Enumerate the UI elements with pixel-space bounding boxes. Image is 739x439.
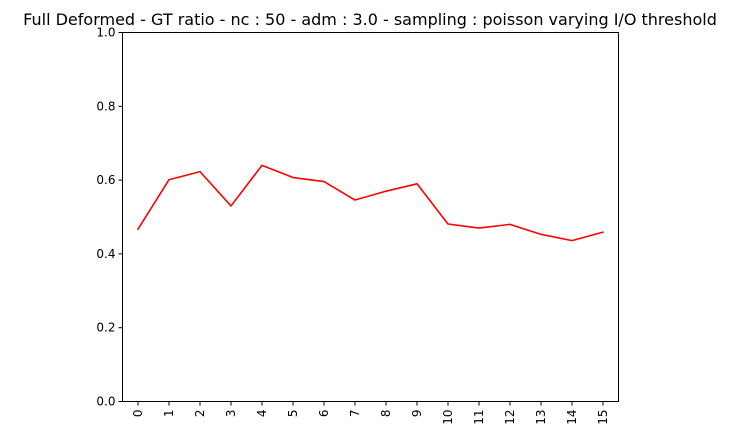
y-tick-label: 0.8	[96, 99, 115, 113]
x-tick-label: 15	[596, 410, 610, 425]
x-tick-label: 5	[286, 410, 300, 418]
x-tick-label: 7	[348, 410, 362, 418]
y-tick-label: 1.0	[96, 26, 115, 40]
x-tick-label: 9	[410, 410, 424, 418]
x-tick-label: 13	[534, 410, 548, 425]
chart-title: Full Deformed - GT ratio - nc : 50 - adm…	[23, 10, 717, 29]
series-layer	[137, 164, 604, 242]
y-tick-label: 0.6	[96, 173, 115, 187]
x-tick-label: 0	[131, 410, 145, 418]
x-tick-label: 8	[379, 410, 393, 418]
x-tick-label: 11	[472, 410, 486, 425]
x-axis: 0 1 2 3 4 5 6 7 8 9 10 11 12 13 14 15	[131, 401, 610, 425]
x-tick-label: 3	[224, 410, 238, 418]
x-tick-label: 12	[503, 410, 517, 425]
y-tick-label: 0.0	[96, 395, 115, 409]
x-tick-label: 10	[441, 410, 455, 425]
y-tick-label: 0.4	[96, 247, 115, 261]
x-tick-label: 14	[565, 410, 579, 425]
plot-frame	[122, 32, 619, 402]
y-tick-label: 0.2	[96, 321, 115, 335]
x-tick-label: 6	[317, 410, 331, 418]
x-tick-label: 2	[193, 410, 207, 418]
x-tick-label: 4	[255, 410, 269, 418]
x-tick-label: 1	[162, 410, 176, 418]
y-axis: 0.0 0.2 0.4 0.6 0.8 1.0	[96, 26, 123, 409]
series-line	[137, 164, 604, 242]
